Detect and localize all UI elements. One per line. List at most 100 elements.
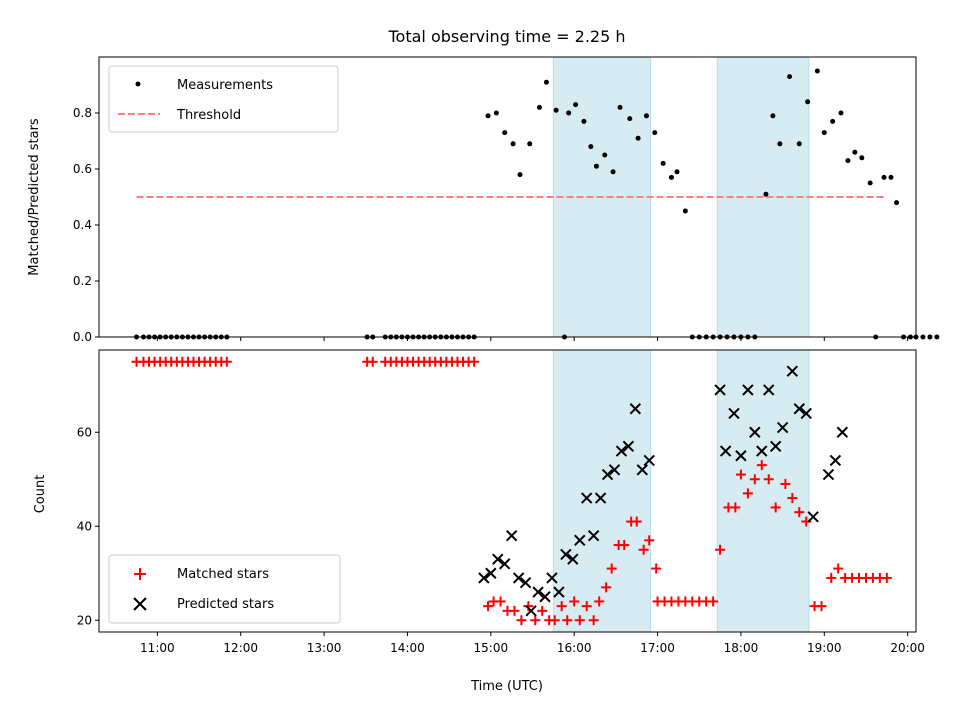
matched-star-point [367, 356, 378, 367]
measurement-point [830, 118, 836, 124]
predicted-star-point [756, 445, 768, 457]
measurement-point [881, 174, 887, 180]
predicted-star-point [622, 440, 635, 453]
predicted-star-point [822, 468, 835, 481]
x-tick-label: 19:00 [807, 641, 842, 655]
matched-star-point [826, 572, 837, 583]
measurement-point [859, 155, 865, 161]
top-y-tick-label: 0.6 [73, 162, 92, 176]
predicted-star-point [499, 558, 511, 570]
measurement-point [573, 102, 579, 108]
measurement-point [510, 141, 516, 147]
predicted-star-point [553, 586, 565, 598]
x-axis-label: Time (UTC) [470, 679, 543, 694]
predicted-star-point [505, 529, 518, 542]
matched-star-point [644, 535, 655, 546]
x-tick-label: 14:00 [390, 641, 425, 655]
measurement-point [493, 110, 499, 116]
predicted-star-point [594, 492, 607, 504]
matched-star-point [763, 474, 774, 485]
x-tick-label: 11:00 [140, 641, 175, 655]
measurement-point [867, 180, 873, 186]
predicted-star-point [587, 529, 600, 542]
measurement-point [894, 200, 900, 206]
predicted-star-point [485, 567, 497, 579]
bottom-shaded-span [552, 349, 652, 633]
measurement-point [668, 174, 674, 180]
measurement-point [674, 169, 680, 175]
predicted-star-point [574, 534, 586, 547]
x-tick-label: 15:00 [474, 641, 509, 655]
top-y-tick-label: 0.2 [73, 274, 92, 288]
matched-star-point [770, 502, 781, 513]
predicted-star-point [793, 403, 805, 415]
measurement-point [821, 130, 827, 136]
matched-star-point [469, 356, 480, 367]
bottom-axes-frame [98, 349, 917, 633]
x-tick-label: 13:00 [307, 641, 342, 655]
chart-title: Total observing time = 2.25 h [387, 27, 625, 46]
measurement-point [763, 191, 769, 197]
matched-star-point [787, 493, 798, 504]
matched-star-point [631, 516, 642, 527]
bottom-shaded-span [716, 349, 810, 633]
measurement-point [814, 68, 820, 74]
matched-star-point [588, 615, 599, 626]
matched-star-point [556, 601, 567, 612]
legend-marker-matched-stars [134, 568, 146, 580]
bottom-legend-box [108, 554, 341, 624]
matched-star-point [483, 601, 494, 612]
measurement-point [627, 116, 633, 122]
predicted-star-point [749, 426, 761, 438]
measurement-point [527, 141, 533, 147]
top-shaded-spans [552, 56, 810, 338]
measurement-point [796, 141, 802, 147]
x-tick-label: 20:00 [890, 641, 925, 655]
predicted-star-point [601, 468, 614, 481]
matched-star-point [749, 474, 760, 485]
predicted-star-point [539, 591, 551, 603]
matched-star-point [221, 356, 232, 367]
predicted-star-point [719, 445, 732, 457]
measurement-point [536, 104, 542, 110]
matched-star-point [574, 615, 585, 626]
matched-star-point [730, 502, 741, 513]
matched-star-point [549, 615, 560, 626]
predicted-star-point [525, 605, 537, 617]
matched-star-point [569, 596, 580, 607]
bottom-legend: Matched stars Predicted stars [108, 554, 341, 624]
x-tick-label: 16:00 [557, 641, 592, 655]
measurement-point [485, 113, 491, 119]
predicted-star-point [567, 553, 579, 565]
measurement-point [652, 130, 658, 136]
bottom-y-axis-label: Count [33, 475, 48, 514]
measurement-point [581, 118, 587, 124]
legend-label-predicted-stars: Predicted stars [177, 597, 274, 612]
predicted-star-point [836, 426, 849, 438]
measurement-point [777, 141, 783, 147]
measurement-point [852, 149, 858, 155]
top-y-tick-label: 0.0 [73, 330, 92, 344]
matched-star-point [601, 582, 612, 593]
x-tick-label: 12:00 [223, 641, 258, 655]
bottom-y-ticks: 20 40 60 [77, 425, 99, 627]
matched-star-point [619, 540, 630, 551]
bottom-shaded-spans [552, 349, 810, 633]
measurement-point [845, 158, 851, 164]
measurement-point [553, 107, 559, 113]
top-x-ticks [156, 337, 909, 341]
predicted-stars-series [478, 365, 849, 617]
legend-label-measurements: Measurements [177, 78, 273, 93]
predicted-star-point [714, 384, 726, 396]
matched-star-point [638, 544, 649, 555]
measurement-point [517, 172, 523, 178]
measurement-point [770, 113, 776, 119]
measurement-point [502, 130, 508, 136]
predicted-star-point [615, 445, 628, 457]
predicted-star-point [608, 464, 621, 476]
x-tick-label: 18:00 [724, 641, 759, 655]
measurement-point [920, 334, 926, 340]
predicted-star-point [532, 586, 544, 598]
bottom-y-tick-label: 40 [77, 519, 92, 533]
legend-label-matched-stars: Matched stars [177, 567, 269, 582]
